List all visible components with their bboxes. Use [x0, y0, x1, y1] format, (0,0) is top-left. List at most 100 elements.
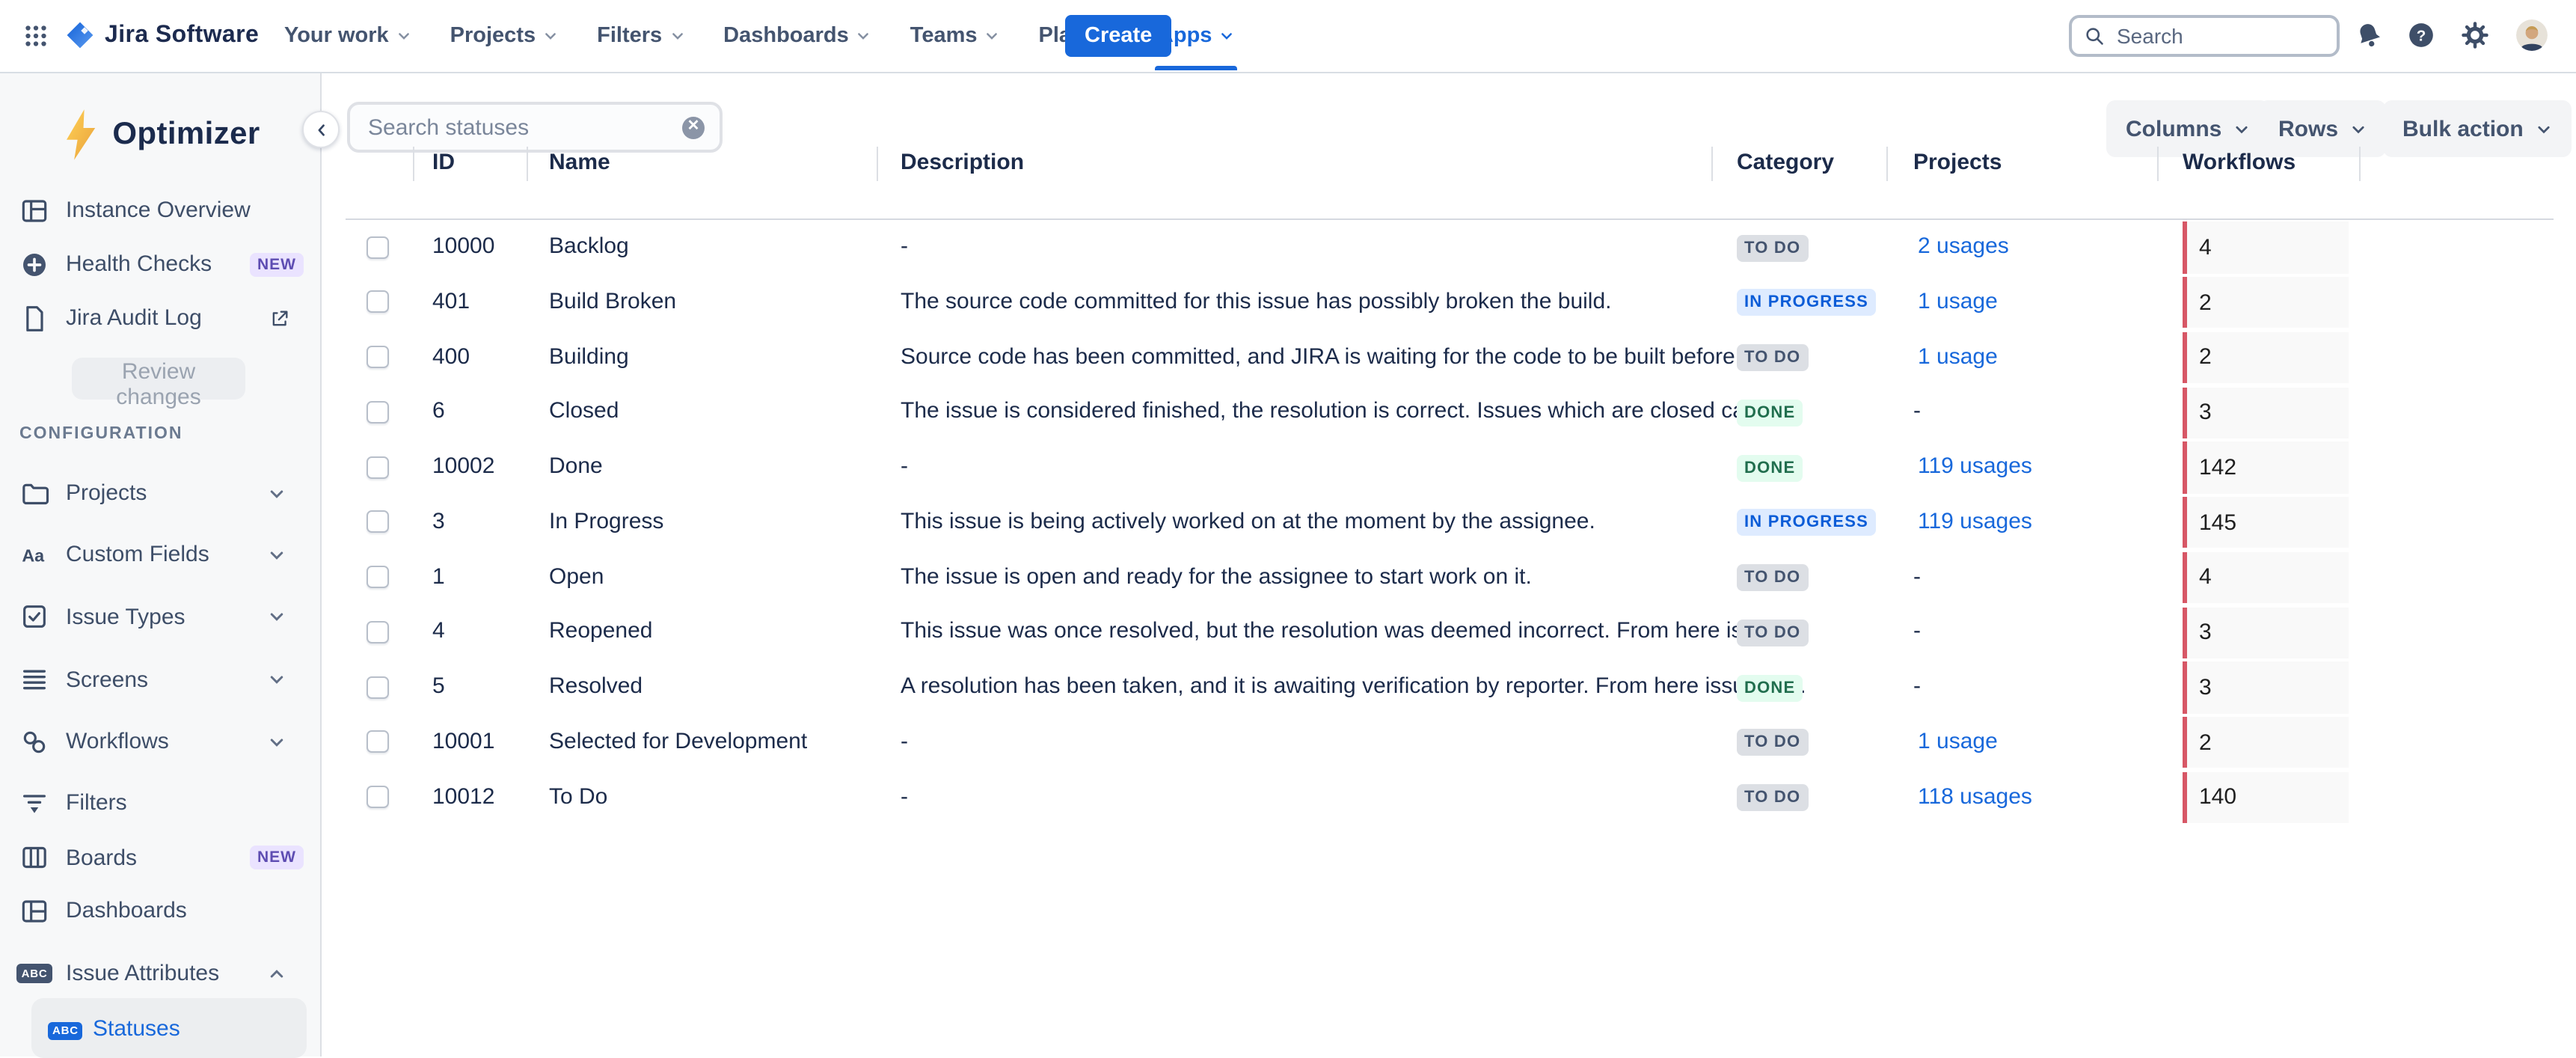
sidebar-item-projects[interactable]: Projects	[0, 473, 320, 513]
category-badge: TO DO	[1737, 564, 1809, 591]
row-checkbox[interactable]	[367, 786, 389, 808]
help-icon[interactable]: ?	[2407, 0, 2435, 70]
nav-teams[interactable]: Teams	[910, 0, 1000, 70]
nav-your-work[interactable]: Your work	[284, 0, 411, 70]
chevron-down-icon[interactable]	[268, 608, 286, 626]
row-description: The issue is considered finished, the re…	[901, 398, 1795, 424]
row-name: Resolved	[549, 673, 643, 699]
notifications-bell-icon[interactable]	[2355, 0, 2383, 70]
settings-gear-icon[interactable]	[2461, 0, 2489, 70]
projects-usages[interactable]: 118 usages	[1918, 783, 2032, 809]
row-checkbox[interactable]	[367, 346, 389, 368]
workflows-count: 3	[2199, 620, 2212, 646]
sidebar-item-issue-attributes[interactable]: ABC Issue Attributes	[0, 953, 320, 994]
workflows-cell: 145	[2183, 497, 2348, 548]
chevron-down-icon[interactable]	[268, 670, 286, 688]
chevron-up-icon[interactable]	[268, 964, 286, 982]
projects-usages[interactable]: 1 usage	[1918, 288, 1998, 314]
sidebar-item-health-checks[interactable]: Health Checks NEW	[0, 244, 320, 284]
sidebar-collapse-button[interactable]	[302, 111, 340, 148]
workflows-count: 4	[2199, 564, 2212, 590]
table-row: 5 Resolved A resolution has been taken, …	[320, 660, 2576, 715]
svg-text:?: ?	[2417, 27, 2426, 44]
chevron-down-icon[interactable]	[268, 733, 286, 750]
board-columns-icon	[19, 843, 49, 872]
row-checkbox[interactable]	[367, 236, 389, 258]
row-checkbox[interactable]	[367, 676, 389, 698]
user-avatar[interactable]	[2516, 19, 2548, 51]
row-id: 401	[432, 288, 470, 314]
row-id: 10000	[432, 233, 495, 259]
header-projects[interactable]: Projects	[1913, 150, 2002, 175]
top-navigation: Jira Software Your work Projects Filters…	[0, 0, 2576, 73]
review-changes-button[interactable]: Review changes	[72, 358, 245, 410]
sidebar-item-dashboards[interactable]: Dashboards	[0, 890, 320, 931]
sidebar-item-boards[interactable]: Boards NEW	[0, 837, 320, 878]
clear-search-icon[interactable]: ✕	[682, 116, 705, 138]
projects-usages[interactable]: 2 usages	[1918, 233, 2009, 259]
projects-usages[interactable]: 119 usages	[1918, 508, 2032, 534]
columns-button[interactable]: Columns	[2106, 100, 2270, 157]
chevron-down-icon[interactable]	[268, 545, 286, 563]
statuses-search-input[interactable]	[365, 113, 682, 141]
workflows-cell: 140	[2183, 771, 2348, 823]
sidebar-item-filters[interactable]: Filters	[0, 783, 320, 823]
header-id[interactable]: ID	[432, 150, 455, 175]
nav-filters[interactable]: Filters	[597, 0, 684, 70]
projects-usages[interactable]: 1 usage	[1918, 728, 1998, 754]
sidebar-item-instance-overview[interactable]: Instance Overview	[0, 190, 320, 230]
header-name[interactable]: Name	[549, 150, 610, 175]
column-divider	[526, 147, 527, 181]
workflows-cell: 3	[2183, 387, 2348, 438]
row-checkbox[interactable]	[367, 566, 389, 588]
search-icon	[2084, 25, 2105, 46]
chevron-down-icon	[2538, 125, 2550, 133]
nav-projects[interactable]: Projects	[450, 0, 558, 70]
nav-dashboards[interactable]: Dashboards	[723, 0, 871, 70]
header-workflows[interactable]: Workflows	[2183, 150, 2296, 175]
new-badge: NEW	[250, 846, 304, 869]
header-category[interactable]: Category	[1737, 150, 1835, 175]
row-id: 10012	[432, 783, 495, 809]
column-divider	[412, 147, 414, 181]
create-button[interactable]: Create	[1065, 15, 1172, 57]
workflows-cell: 4	[2183, 551, 2348, 603]
chevron-down-icon	[669, 28, 684, 43]
sidebar-item-screens[interactable]: Screens	[0, 659, 320, 700]
row-checkbox[interactable]	[367, 400, 389, 423]
workflows-cell: 2	[2183, 277, 2348, 328]
chevron-down-icon[interactable]	[268, 484, 286, 502]
statuses-search[interactable]: ✕	[347, 102, 723, 153]
category-badge: TO DO	[1737, 784, 1809, 811]
bulk-action-button[interactable]: Bulk action	[2383, 100, 2572, 157]
sidebar-item-workflows[interactable]: Workflows	[0, 721, 320, 762]
row-id: 3	[432, 508, 445, 534]
projects-usages[interactable]: 1 usage	[1918, 343, 1998, 369]
workflows-cell: 142	[2183, 441, 2348, 493]
optimizer-app-name: Optimizer	[112, 117, 260, 151]
row-name: In Progress	[549, 508, 664, 534]
jira-logo-icon[interactable]	[66, 21, 94, 49]
sidebar-item-jira-audit-log[interactable]: Jira Audit Log	[0, 298, 320, 338]
rows-button[interactable]: Rows	[2259, 100, 2387, 157]
header-description[interactable]: Description	[901, 150, 1025, 175]
workflows-cell: 3	[2183, 661, 2348, 713]
table-row: 400 Building Source code has been commit…	[320, 330, 2576, 385]
row-checkbox[interactable]	[367, 510, 389, 533]
row-name: Backlog	[549, 233, 629, 259]
row-name: To Do	[549, 783, 608, 809]
projects-usages[interactable]: 119 usages	[1918, 453, 2032, 479]
panel-layout-icon	[19, 195, 49, 225]
row-description: The source code committed for this issue…	[901, 288, 1612, 314]
folder-icon	[19, 478, 49, 508]
sidebar-item-custom-fields[interactable]: Aa Custom Fields	[0, 534, 320, 575]
row-checkbox[interactable]	[367, 456, 389, 478]
sidebar-item-issue-types[interactable]: Issue Types	[0, 596, 320, 637]
global-search[interactable]	[2069, 15, 2340, 57]
app-switcher-icon[interactable]	[22, 22, 49, 49]
global-search-input[interactable]	[2114, 22, 2325, 49]
sidebar-item-statuses[interactable]: ABC Statuses	[31, 998, 307, 1058]
row-checkbox[interactable]	[367, 290, 389, 314]
row-checkbox[interactable]	[367, 730, 389, 753]
row-checkbox[interactable]	[367, 620, 389, 643]
